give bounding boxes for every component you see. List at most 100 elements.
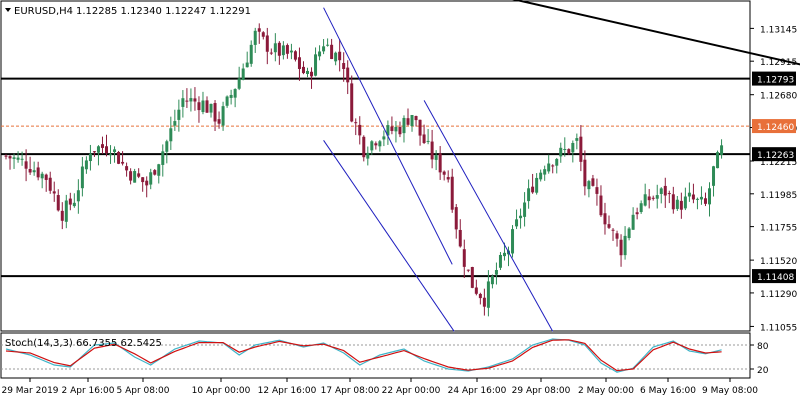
bear-candle (703, 198, 707, 204)
bull-candle (169, 128, 173, 142)
bull-candle (245, 62, 249, 68)
bull-candle (535, 177, 539, 193)
bear-candle (185, 100, 189, 102)
bear-candle (197, 102, 201, 111)
price-label-text: 1.12263 (757, 151, 794, 161)
time-axis: 29 Mar 2019 2 Apr 16:00 5 Apr 08:00 10 Apr … (1, 378, 758, 396)
bull-candle (201, 100, 205, 113)
bear-candle (153, 170, 157, 175)
bull-candle (519, 215, 523, 219)
bull-candle (157, 164, 161, 176)
bull-candle (716, 152, 720, 169)
bull-candle (12, 157, 16, 159)
bull-candle (209, 103, 213, 113)
bear-candle (406, 118, 410, 125)
bear-candle (635, 212, 639, 215)
bear-candle (121, 161, 125, 164)
current-price-box (752, 119, 796, 134)
bear-candle (482, 297, 486, 307)
bull-candle (370, 141, 374, 151)
price-label-text: 1.12793 (757, 76, 794, 86)
channel-line-upper (323, 7, 453, 265)
bear-candle (48, 177, 52, 191)
bull-candle (229, 94, 233, 98)
x-tick-label: 24 Apr 16:00 (448, 386, 507, 396)
bull-candle (631, 214, 635, 230)
bull-candle (708, 188, 711, 205)
bear-candle (603, 213, 607, 225)
bull-candle (559, 147, 563, 157)
bear-candle (442, 171, 446, 175)
bear-candle (591, 178, 595, 186)
trend-line (512, 0, 800, 66)
bear-candle (647, 196, 651, 201)
bear-candle (691, 194, 695, 200)
bull-candle (149, 172, 153, 185)
bull-candle (233, 89, 237, 98)
candles[interactable] (4, 23, 724, 317)
y-tick-label: 1.13145 (760, 25, 797, 35)
bear-candle (338, 51, 342, 61)
x-tick-label: 17 Apr 08:00 (321, 386, 380, 396)
price-label-box (752, 147, 796, 162)
bear-candle (125, 166, 129, 171)
bear-candle (277, 42, 281, 56)
bear-candle (44, 174, 48, 180)
price-label-box (752, 269, 796, 284)
y-tick-label: 1.12215 (760, 158, 797, 168)
bull-candle (241, 68, 245, 80)
x-tick-label: 22 Apr 00:00 (382, 386, 441, 396)
y-tick-label: 1.12680 (760, 92, 797, 102)
bear-candle (414, 116, 418, 121)
bull-candle (712, 166, 716, 186)
bull-candle (109, 154, 113, 156)
bull-candle (334, 52, 338, 62)
symbol-label: EURUSD,H4 (14, 6, 73, 17)
bull-candle (80, 166, 84, 189)
bear-candle (651, 197, 655, 199)
drawing-objects[interactable] (323, 0, 800, 332)
bull-candle (394, 126, 398, 132)
x-tick-label: 10 Apr 00:00 (192, 386, 251, 396)
stoch-main-line (5, 338, 722, 373)
bear-candle (438, 153, 442, 173)
bull-candle (402, 117, 406, 134)
bull-candle (386, 125, 390, 136)
bull-candle (699, 196, 703, 200)
price-pane-frame (0, 0, 751, 332)
bull-candle (623, 235, 627, 256)
bear-candle (137, 173, 141, 177)
bear-candle (342, 63, 346, 70)
bear-candle (390, 126, 394, 131)
bull-candle (539, 172, 543, 180)
bear-candle (24, 161, 28, 169)
y-tick-label: 1.11755 (760, 224, 797, 234)
bear-candle (567, 149, 571, 154)
y-tick-label: 1.11290 (760, 290, 797, 300)
stochastic-lines (1, 338, 750, 373)
bull-candle (683, 196, 687, 209)
horizontal-lines[interactable] (1, 77, 750, 278)
bull-candle (64, 200, 68, 222)
bull-candle (318, 51, 322, 57)
stoch-pane-frame (0, 332, 751, 379)
channel-line-lower (323, 140, 455, 332)
bull-candle (181, 98, 185, 107)
bull-candle (253, 30, 257, 45)
bull-candle (547, 163, 551, 172)
bear-candle (213, 103, 217, 122)
bull-candle (281, 45, 285, 56)
bear-candle (611, 229, 615, 231)
bull-candle (165, 141, 169, 152)
bear-candle (358, 124, 362, 136)
bull-candle (675, 199, 679, 209)
x-tick-label: 5 Apr 08:00 (117, 386, 170, 396)
bear-candle (56, 195, 60, 211)
triangle-down-icon[interactable] (5, 8, 11, 12)
bear-candle (551, 165, 555, 167)
bull-candle (173, 121, 177, 126)
bear-candle (362, 136, 366, 158)
bull-candle (434, 155, 438, 160)
